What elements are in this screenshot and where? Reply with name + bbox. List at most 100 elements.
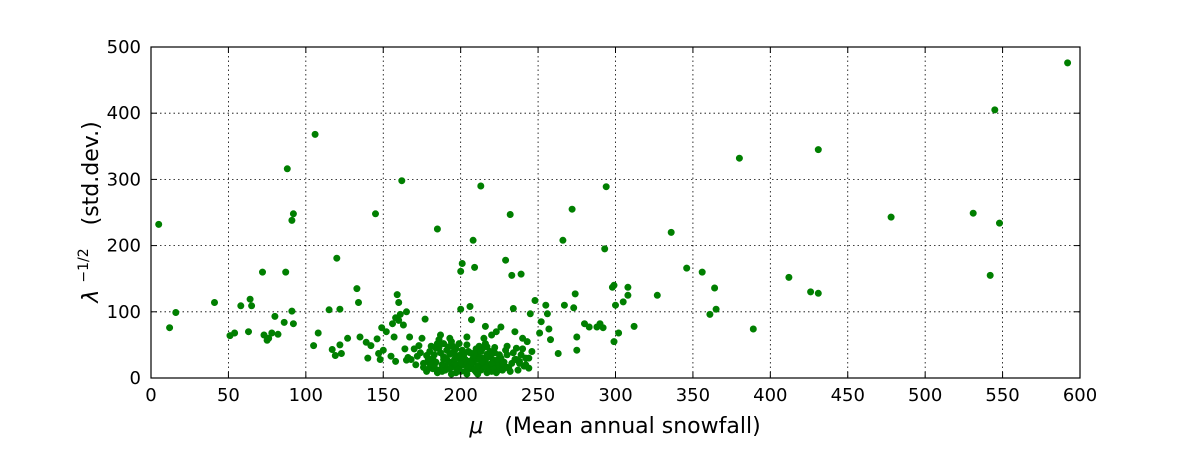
data-point [585, 323, 593, 331]
x-axis-title: (Mean annual snowfall) [504, 414, 760, 439]
data-point [509, 349, 517, 357]
data-point [371, 210, 379, 218]
data-point [683, 264, 691, 272]
x-axis-label: μ (Mean annual snowfall) [468, 414, 760, 439]
data-point [491, 343, 499, 351]
data-point [483, 350, 491, 358]
grid-lines [151, 47, 1080, 378]
data-point [477, 182, 485, 190]
data-point [356, 333, 364, 341]
x-axis-symbol: μ [468, 414, 483, 439]
data-point [525, 354, 533, 362]
data-point [492, 369, 500, 377]
data-point [353, 285, 361, 293]
data-point [260, 331, 268, 339]
data-point [508, 271, 516, 279]
axis-ticks [150, 46, 1081, 379]
data-point [814, 146, 822, 154]
x-tick-label: 400 [753, 385, 787, 406]
data-point [698, 268, 706, 276]
data-point [387, 352, 395, 360]
x-tick-label: 0 [145, 385, 156, 406]
data-point [991, 106, 999, 114]
data-point [478, 358, 486, 366]
data-point [519, 345, 527, 353]
data-point [494, 355, 502, 363]
data-point [814, 289, 822, 297]
data-point [172, 308, 180, 316]
data-point [337, 349, 345, 357]
data-point [388, 320, 396, 328]
data-point [624, 283, 632, 291]
data-point [379, 346, 387, 354]
y-tick-label: 400 [107, 103, 141, 124]
data-point [568, 205, 576, 213]
y-axis-exponent: −1/2 [76, 248, 92, 282]
data-point [336, 341, 344, 349]
data-point [354, 298, 362, 306]
data-point [611, 301, 619, 309]
x-tick-label: 250 [521, 385, 555, 406]
data-point [457, 359, 465, 367]
data-point [474, 362, 482, 370]
data-point [464, 363, 472, 371]
data-point [615, 329, 623, 337]
y-tick-label: 0 [130, 368, 141, 389]
data-point [325, 306, 333, 314]
data-point [446, 365, 454, 373]
x-tick-label: 500 [908, 385, 942, 406]
data-point [155, 220, 163, 228]
data-point [488, 331, 496, 339]
data-point [667, 228, 675, 236]
data-point [382, 328, 390, 336]
data-point [407, 355, 415, 363]
data-point [545, 325, 553, 333]
y-tick-label: 200 [107, 236, 141, 257]
data-point [402, 308, 410, 316]
data-point [364, 354, 372, 362]
data-point [735, 154, 743, 162]
data-point [506, 211, 514, 219]
data-point [245, 328, 253, 336]
data-point [511, 328, 519, 336]
data-point [282, 268, 290, 276]
data-point [237, 302, 245, 310]
data-point [986, 271, 994, 279]
data-point [433, 340, 441, 348]
data-point [378, 324, 386, 332]
data-point [498, 359, 506, 367]
x-tick-label: 100 [289, 385, 323, 406]
data-point [624, 291, 632, 299]
x-tick-label: 150 [366, 385, 400, 406]
data-point [446, 350, 454, 358]
data-point [427, 342, 435, 350]
data-point [466, 349, 474, 357]
data-point [289, 320, 297, 328]
data-point [887, 213, 895, 221]
data-point [536, 329, 544, 337]
data-point [457, 267, 465, 275]
data-point [571, 290, 579, 298]
data-point [543, 310, 551, 318]
data-point [419, 363, 427, 371]
data-point [376, 355, 384, 363]
data-point [410, 345, 418, 353]
data-point [619, 298, 627, 306]
y-axis-symbol: λ [79, 290, 104, 304]
data-point [274, 330, 282, 338]
data-point [424, 355, 432, 363]
data-point [288, 307, 296, 315]
data-point [969, 209, 977, 217]
data-point [458, 259, 466, 267]
data-point [406, 333, 414, 341]
data-point [265, 334, 273, 342]
data-point [452, 345, 460, 353]
data-point [749, 325, 757, 333]
data-point [311, 130, 319, 138]
y-axis-label: λ −1/2 (std.dev.) [69, 121, 104, 303]
x-tick-label: 300 [598, 385, 632, 406]
data-point [412, 361, 420, 369]
data-point [211, 298, 219, 306]
data-point [166, 324, 174, 332]
